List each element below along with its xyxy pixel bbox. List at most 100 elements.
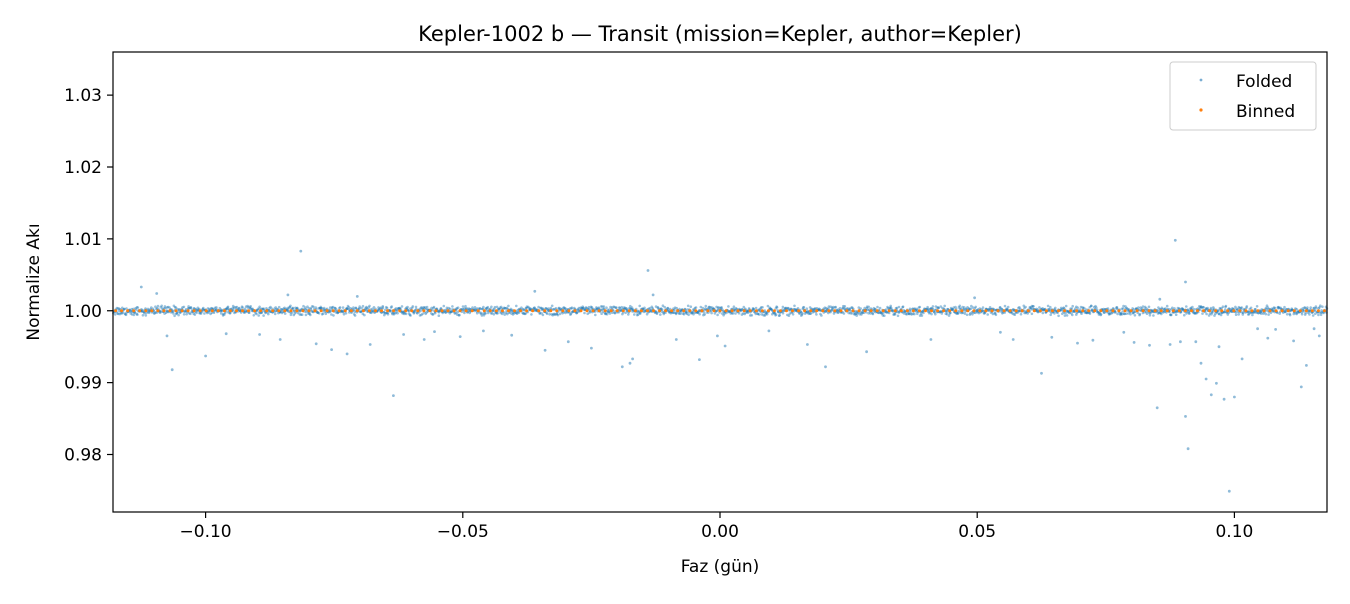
folded-point [655,311,658,315]
folded-point [1307,309,1311,313]
folded-point [118,312,122,316]
folded-point [1163,309,1166,313]
folded-point [455,306,459,310]
folded-point [1181,307,1185,311]
folded-point [867,305,870,309]
binned-point [1032,309,1036,313]
folded-point [1060,308,1063,311]
folded-point [801,306,805,309]
folded-point [1003,304,1007,308]
folded-point [570,310,574,314]
folded-point [249,307,252,310]
folded-point [458,313,461,317]
folded-point [479,312,483,316]
folded-point [1041,311,1045,315]
folded-point [1228,308,1232,311]
folded-point [963,306,966,309]
binned-point [1238,309,1242,313]
folded-point [1125,312,1128,316]
folded-point [1084,311,1088,315]
folded-point [1122,312,1126,316]
binned-point [349,309,353,313]
folded-point [367,306,371,309]
folded-point [643,306,646,310]
folded-point [178,308,181,311]
folded-point [382,310,386,314]
folded-point [1300,312,1304,316]
binned-point [295,309,299,313]
folded-point [482,329,485,333]
folded-point [786,306,790,310]
folded-point [754,312,758,316]
folded-point [283,306,286,310]
folded-point [347,308,351,311]
folded-point [1238,307,1241,310]
folded-point [463,307,467,310]
binned-point [1044,309,1048,313]
folded-point [1141,311,1145,315]
folded-point [182,313,186,316]
folded-point [903,310,907,313]
folded-point [243,307,247,311]
folded-point [787,307,790,310]
folded-point [345,307,349,310]
folded-point [1164,307,1167,310]
folded-point [926,305,929,309]
folded-point [363,307,367,310]
folded-point [690,311,694,315]
folded-point [171,310,175,313]
folded-point [1279,306,1282,310]
folded-point [589,310,592,313]
folded-point [1017,306,1020,310]
folded-point [225,307,229,311]
folded-point [309,313,312,317]
folded-point [685,310,688,314]
binned-point [869,309,873,313]
folded-point [490,312,494,315]
folded-point [885,311,889,314]
folded-point [751,308,754,312]
folded-point [400,310,404,314]
folded-point [715,305,718,309]
folded-point [401,312,404,315]
folded-point [1126,309,1129,312]
folded-point [951,308,955,311]
folded-point [796,307,800,310]
folded-point [878,309,881,313]
folded-point [1311,314,1315,317]
folded-point [295,306,299,310]
folded-point [1173,307,1176,310]
folded-point [763,314,767,317]
folded-point [823,306,827,310]
folded-point [766,304,770,308]
binned-point [1057,309,1060,313]
binned-point [1002,309,1006,313]
folded-point [1019,312,1023,316]
folded-point [879,311,882,314]
folded-point [499,311,503,315]
folded-point [164,311,168,315]
folded-point [650,305,654,309]
folded-point [175,312,179,315]
folded-point [359,310,362,314]
binned-series [114,309,1326,313]
folded-point [973,296,976,300]
folded-point [690,311,694,314]
folded-point [493,305,497,309]
folded-point [649,310,652,313]
folded-point [1086,311,1089,315]
binned-point [422,309,426,313]
folded-point [458,335,462,338]
folded-point [806,343,809,346]
folded-point [1296,311,1299,314]
folded-point [897,305,901,309]
binned-point [1147,309,1151,313]
folded-point [624,307,628,310]
folded-point [510,312,513,315]
binned-point [1310,309,1314,313]
folded-point [624,311,627,315]
folded-point [568,307,572,310]
binned-point [1038,309,1042,313]
folded-point [909,312,913,315]
folded-point [485,309,489,313]
